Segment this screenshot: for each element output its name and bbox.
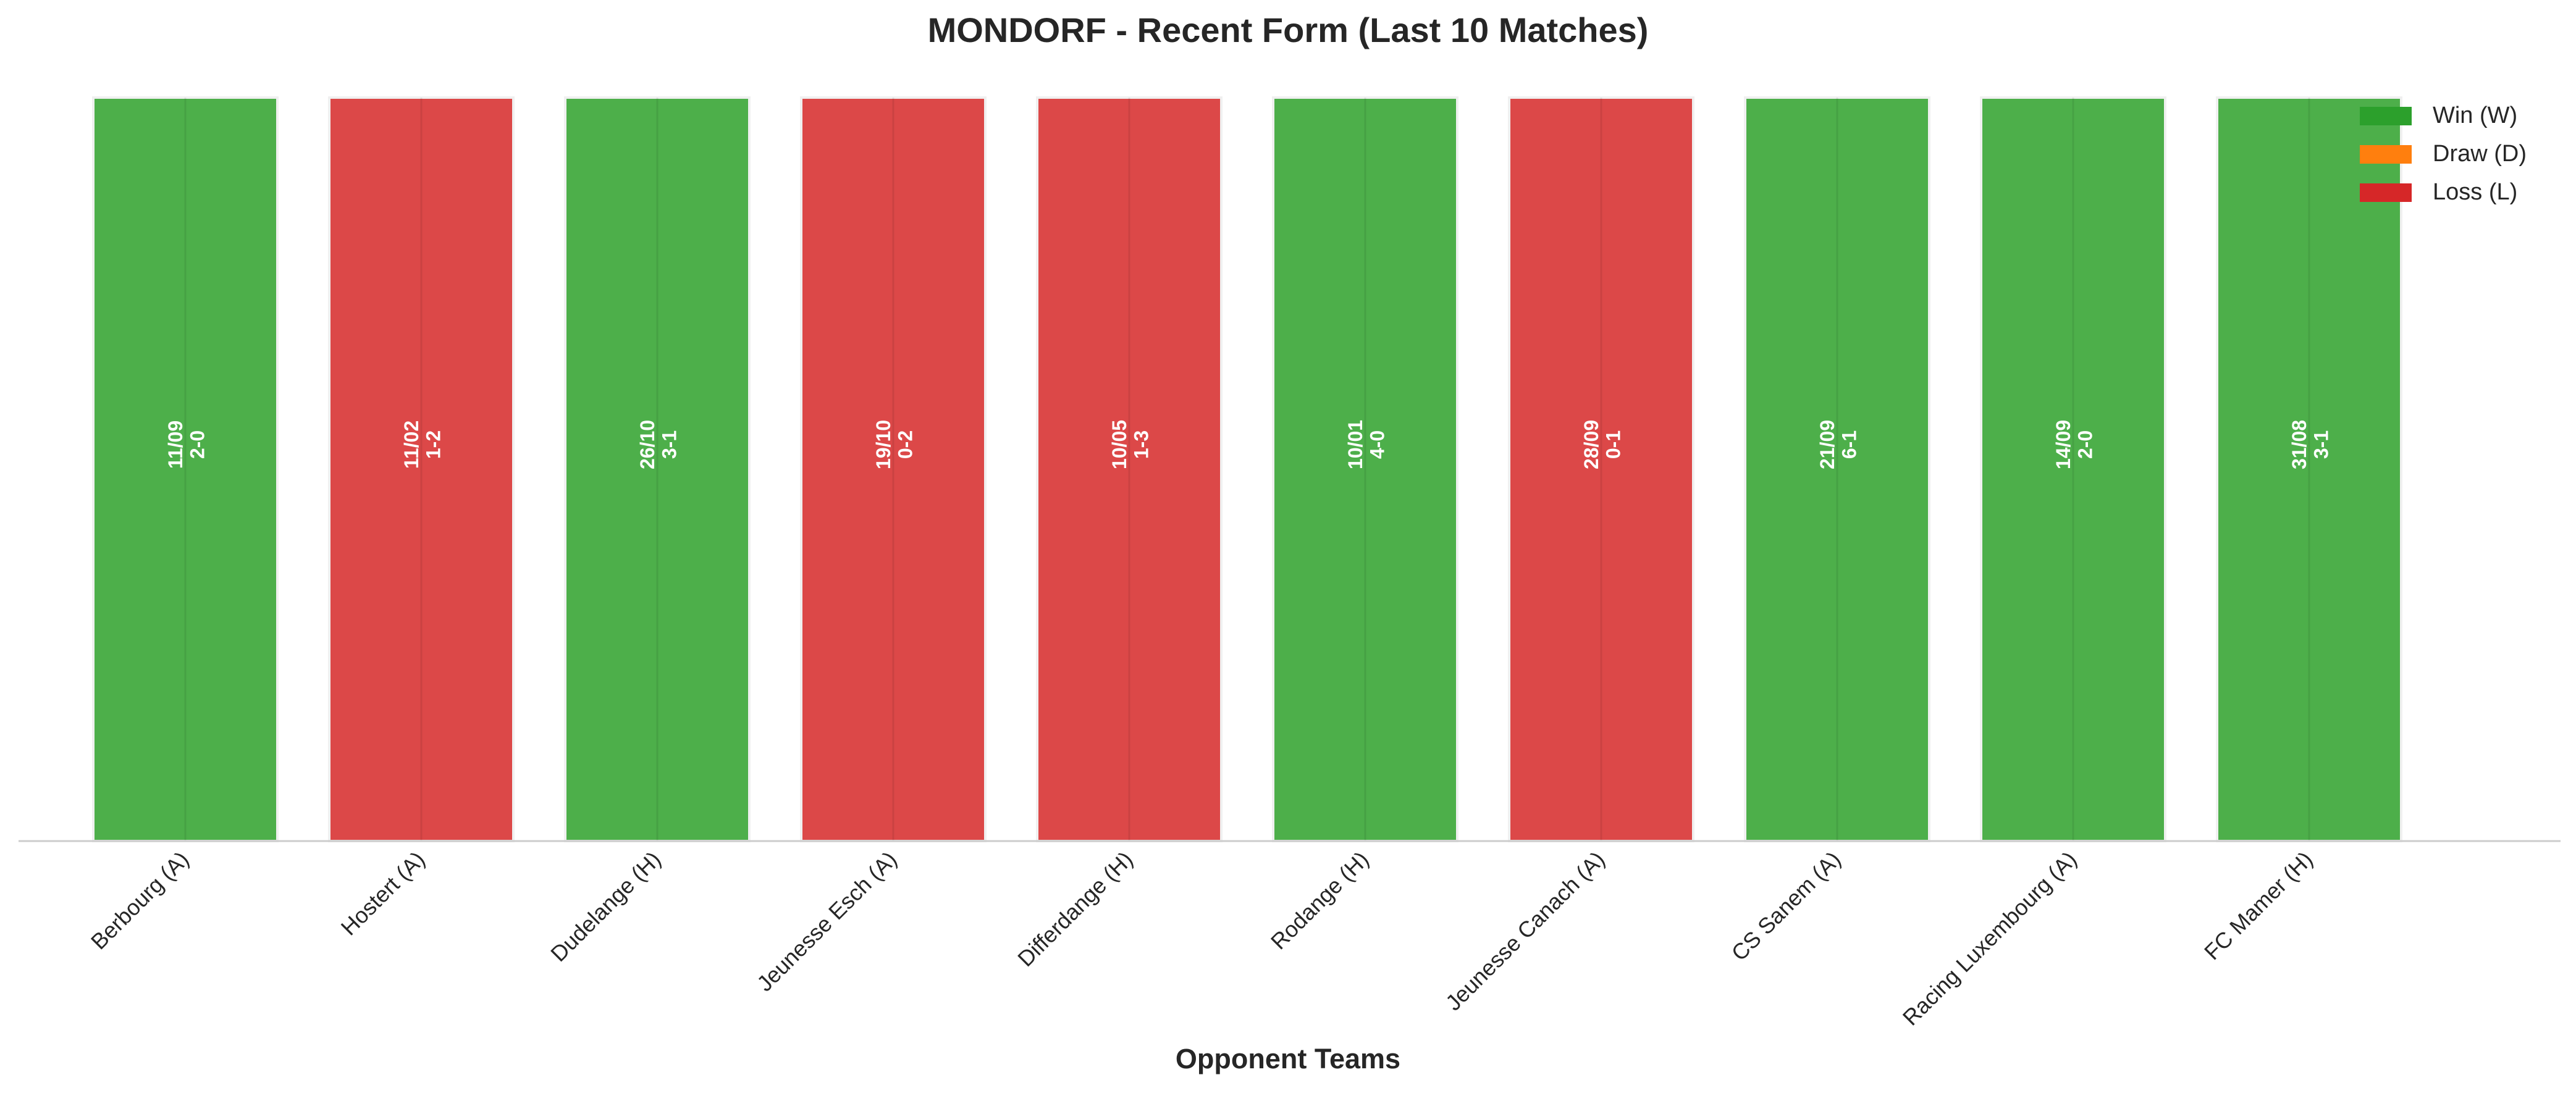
- bar-date-label: 31/08: [2288, 420, 2310, 469]
- bar-score-label: 1-2: [422, 430, 444, 459]
- legend-label-l: Loss (L): [2433, 179, 2517, 205]
- x-tick-label: Rodange (H): [1266, 847, 1374, 955]
- x-tick-label: Racing Luxembourg (A): [1898, 847, 2082, 1031]
- bar-date-label: 28/09: [1580, 420, 1602, 469]
- bar-10: [2216, 96, 2402, 842]
- bar-data-label: 28/090-1: [1580, 420, 1624, 469]
- bar-date-label: 11/09: [164, 421, 187, 469]
- bar-date-label: 26/10: [636, 420, 659, 469]
- legend-swatch-w: [2360, 107, 2412, 125]
- bar-3: [564, 96, 751, 842]
- x-tick-label: CS Sanem (A): [1727, 847, 1846, 966]
- x-tick-label: Jeunesse Canach (A): [1441, 847, 1610, 1016]
- legend-label-d: Draw (D): [2433, 141, 2527, 167]
- bar-date-label: 10/05: [1108, 420, 1130, 469]
- bar-data-label: 11/021-2: [400, 421, 444, 469]
- bars-layer: 11/092-0 11/021-2 26/103-1 19/100-2 10/051-3…: [92, 96, 2402, 842]
- bar-data-label: 10/051-3: [1108, 420, 1152, 469]
- bar-date-label: 21/09: [1816, 420, 1838, 469]
- bar-date-label: 10/01: [1344, 420, 1366, 469]
- x-tick-label: Berbourg (A): [86, 847, 194, 955]
- legend-swatch-l: [2360, 183, 2412, 202]
- bar-data-label: 19/100-2: [872, 420, 916, 469]
- x-tick-label: FC Mamer (H): [2199, 847, 2318, 965]
- bar-7: [1508, 96, 1694, 842]
- bar-score-label: 3-1: [658, 430, 680, 459]
- bar-score-label: 1-3: [1130, 430, 1152, 459]
- chart-title: MONDORF - Recent Form (Last 10 Matches): [928, 10, 1649, 49]
- bar-score-label: 2-0: [2074, 430, 2096, 459]
- bar-data-label: 10/014-0: [1344, 420, 1388, 469]
- bar-data-label: 31/083-1: [2288, 420, 2332, 469]
- bar-5: [1036, 96, 1223, 842]
- bar-score-label: 3-1: [2310, 430, 2332, 459]
- legend-swatch-d: [2360, 145, 2412, 164]
- bar-score-label: 4-0: [1366, 430, 1388, 459]
- bar-score-label: 0-2: [894, 430, 916, 459]
- legend: Win (W) Draw (D) Loss (L): [2360, 103, 2527, 205]
- bar-6: [1272, 96, 1458, 842]
- bar-score-label: 2-0: [186, 430, 208, 459]
- x-axis-label: Opponent Teams: [1176, 1043, 1400, 1074]
- bar-data-label: 11/092-0: [164, 421, 208, 469]
- x-tick-label: Dudelange (H): [545, 847, 666, 967]
- x-tick-label: Jeunesse Esch (A): [752, 847, 902, 997]
- x-tick-labels: Berbourg (A) Hostert (A) Dudelange (H) Jeun…: [86, 847, 2318, 1031]
- bar-1: [92, 96, 279, 842]
- x-tick-label: Hostert (A): [336, 847, 430, 940]
- bar-4: [800, 96, 987, 842]
- x-tick-label: Differdange (H): [1012, 847, 1138, 972]
- bar-data-label: 26/103-1: [636, 420, 680, 469]
- bar-date-label: 11/02: [400, 421, 423, 469]
- bar-data-label: 21/096-1: [1816, 420, 1860, 469]
- bar-date-label: 19/10: [872, 420, 894, 469]
- bar-score-label: 6-1: [1838, 430, 1860, 459]
- bar-data-label: 14/092-0: [2052, 420, 2096, 469]
- bar-date-label: 14/09: [2052, 420, 2074, 469]
- bar-2: [328, 96, 515, 842]
- legend-label-w: Win (W): [2433, 103, 2517, 128]
- bar-score-label: 0-1: [1602, 430, 1624, 459]
